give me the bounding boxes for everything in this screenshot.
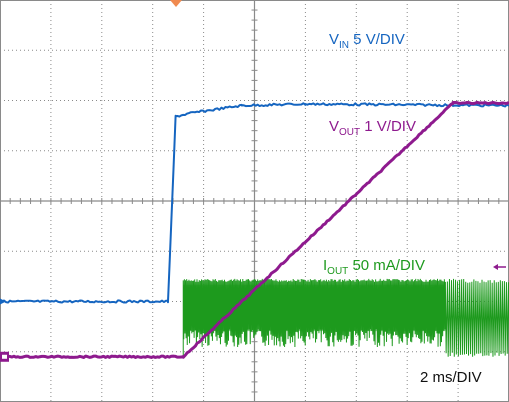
traces-layer	[0, 100, 509, 359]
offset-arrow-head	[493, 264, 498, 270]
vout-trace	[0, 100, 509, 359]
vout-ground-marker-inner	[2, 354, 7, 359]
channel-ground-markers	[0, 264, 506, 362]
timebase-label: 2 ms/DIV	[420, 369, 482, 386]
vin-ground-marker	[0, 298, 6, 305]
trigger-position-marker	[170, 0, 182, 7]
vin-scale-label: VIN 5 V/DIV	[329, 31, 405, 51]
vout-scale-label: VOUT 1 V/DIV	[329, 118, 416, 138]
vin-trace	[0, 102, 509, 304]
iout-scale-label: IOUT 50 mA/DIV	[323, 257, 425, 277]
iout-burst-fill	[183, 284, 446, 332]
